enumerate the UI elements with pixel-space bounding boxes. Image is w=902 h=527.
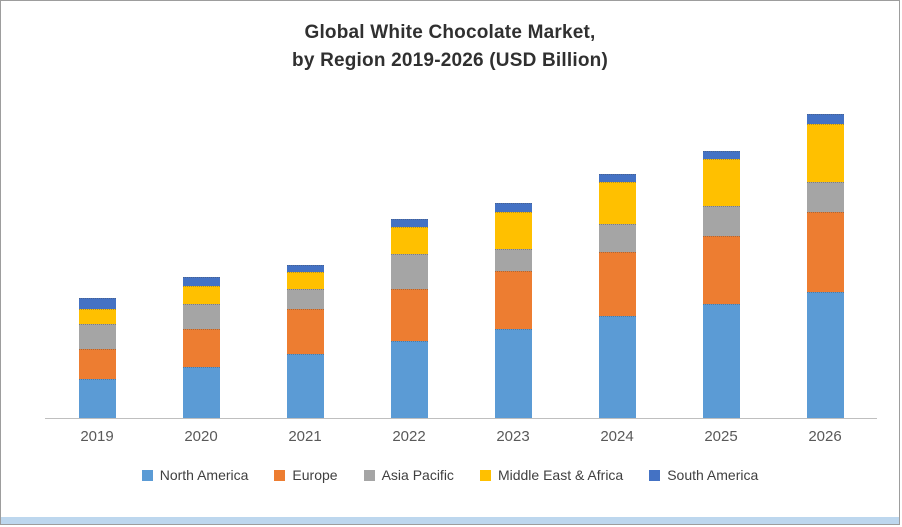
legend-item-europe: Europe <box>274 467 338 484</box>
bar-segment-2023-north-america <box>494 329 532 419</box>
bar-segment-2026-south-america <box>806 114 844 125</box>
x-axis-label-2025: 2025 <box>704 428 738 446</box>
bar-segment-2021-europe <box>286 309 324 355</box>
bar-segment-2020-middle-east-africa <box>182 286 220 305</box>
bar-segment-2021-north-america <box>286 354 324 419</box>
bar-segment-2020-south-america <box>182 277 220 287</box>
bar-segment-2022-europe <box>390 289 428 342</box>
bar-group-2021 <box>253 88 357 419</box>
bar-segment-2019-europe <box>78 349 116 380</box>
bar-group-2025 <box>669 88 773 419</box>
bar-group-2020 <box>149 88 253 419</box>
bar-group-2023 <box>461 88 565 419</box>
bar-segment-2020-asia-pacific <box>182 304 220 330</box>
bar-segment-2022-asia-pacific <box>390 254 428 290</box>
bar-segment-2026-asia-pacific <box>806 182 844 213</box>
bar-segment-2019-south-america <box>78 298 116 310</box>
bar-segment-2024-europe <box>598 252 636 317</box>
legend-item-north-america: North America <box>141 467 249 484</box>
x-axis-label-2026: 2026 <box>808 428 842 446</box>
bar-segment-2020-north-america <box>182 367 220 419</box>
bar-segment-2019-middle-east-africa <box>78 309 116 325</box>
x-axis-label-2020: 2020 <box>184 428 218 446</box>
bar-segment-2025-europe <box>702 236 740 305</box>
legend-label: South America <box>667 467 759 484</box>
bar-group-2026 <box>773 88 877 419</box>
legend-label: North America <box>159 467 249 484</box>
bar-segment-2021-asia-pacific <box>286 289 324 310</box>
x-axis-labels: 2019 2020 2021 2022 2023 2024 2025 2026 <box>45 419 877 445</box>
bar-segment-2019-north-america <box>78 379 116 419</box>
bar-group-2024 <box>565 88 669 419</box>
legend-label: Asia Pacific <box>381 467 454 484</box>
bar-segment-2023-asia-pacific <box>494 249 532 272</box>
bar-segment-2024-asia-pacific <box>598 224 636 253</box>
bar-segment-2026-north-america <box>806 292 844 419</box>
plot-wrap <box>45 88 877 420</box>
bar-segment-2021-middle-east-africa <box>286 272 324 290</box>
x-axis-label-2019: 2019 <box>80 428 114 446</box>
bar-2024 <box>598 174 636 419</box>
legend-label: Middle East & Africa <box>497 467 624 484</box>
legend-swatch-icon <box>363 469 375 481</box>
bar-segment-2022-south-america <box>390 219 428 228</box>
bar-2019 <box>78 298 116 419</box>
bar-group-2019 <box>45 88 149 419</box>
legend: North America Europe Asia Pacific Middle Ea… <box>1 467 899 483</box>
bar-segment-2022-middle-east-africa <box>390 227 428 255</box>
legend-swatch-icon <box>649 469 661 481</box>
bar-segment-2023-europe <box>494 271 532 330</box>
bar-segment-2025-asia-pacific <box>702 206 740 237</box>
legend-swatch-icon <box>274 469 286 481</box>
bar-segment-2023-middle-east-africa <box>494 212 532 250</box>
bar-group-2022 <box>357 88 461 419</box>
bar-2021 <box>286 265 324 419</box>
bar-segment-2022-north-america <box>390 341 428 419</box>
bar-segment-2025-north-america <box>702 304 740 419</box>
bar-2020 <box>182 277 220 419</box>
bar-2023 <box>494 203 532 419</box>
legend-label: Europe <box>292 467 338 484</box>
bar-segment-2026-middle-east-africa <box>806 124 844 183</box>
x-axis-label-2022: 2022 <box>392 428 426 446</box>
bar-segment-2025-middle-east-africa <box>702 159 740 207</box>
x-axis-label-2024: 2024 <box>600 428 634 446</box>
chart-title-line1: Global White Chocolate Market, <box>304 22 596 43</box>
legend-swatch-icon <box>141 469 153 481</box>
bar-2022 <box>390 219 428 419</box>
chart-title-line2: by Region 2019-2026 (USD Billion) <box>292 49 608 71</box>
legend-item-asia-pacific: Asia Pacific <box>363 467 454 484</box>
plot-area <box>45 88 877 420</box>
bar-segment-2025-south-america <box>702 151 740 160</box>
bar-segment-2021-south-america <box>286 265 324 273</box>
chart-title: Global White Chocolate Market, by Region… <box>1 19 899 74</box>
x-axis-label-2021: 2021 <box>288 428 322 446</box>
bar-segment-2023-south-america <box>494 203 532 213</box>
bar-segment-2019-asia-pacific <box>78 324 116 350</box>
bar-segment-2026-europe <box>806 212 844 293</box>
bar-segment-2024-north-america <box>598 316 636 419</box>
bar-segment-2024-south-america <box>598 174 636 183</box>
x-axis-label-2023: 2023 <box>496 428 530 446</box>
legend-swatch-icon <box>479 469 491 481</box>
legend-item-south-america: South America <box>649 467 758 483</box>
bar-segment-2024-middle-east-africa <box>598 182 636 225</box>
bar-2026 <box>806 114 844 419</box>
bottom-accent-strip <box>1 517 899 524</box>
legend-item-middle-east-africa: Middle East & Africa <box>479 467 624 484</box>
bar-2025 <box>702 151 740 419</box>
bar-segment-2020-europe <box>182 329 220 368</box>
